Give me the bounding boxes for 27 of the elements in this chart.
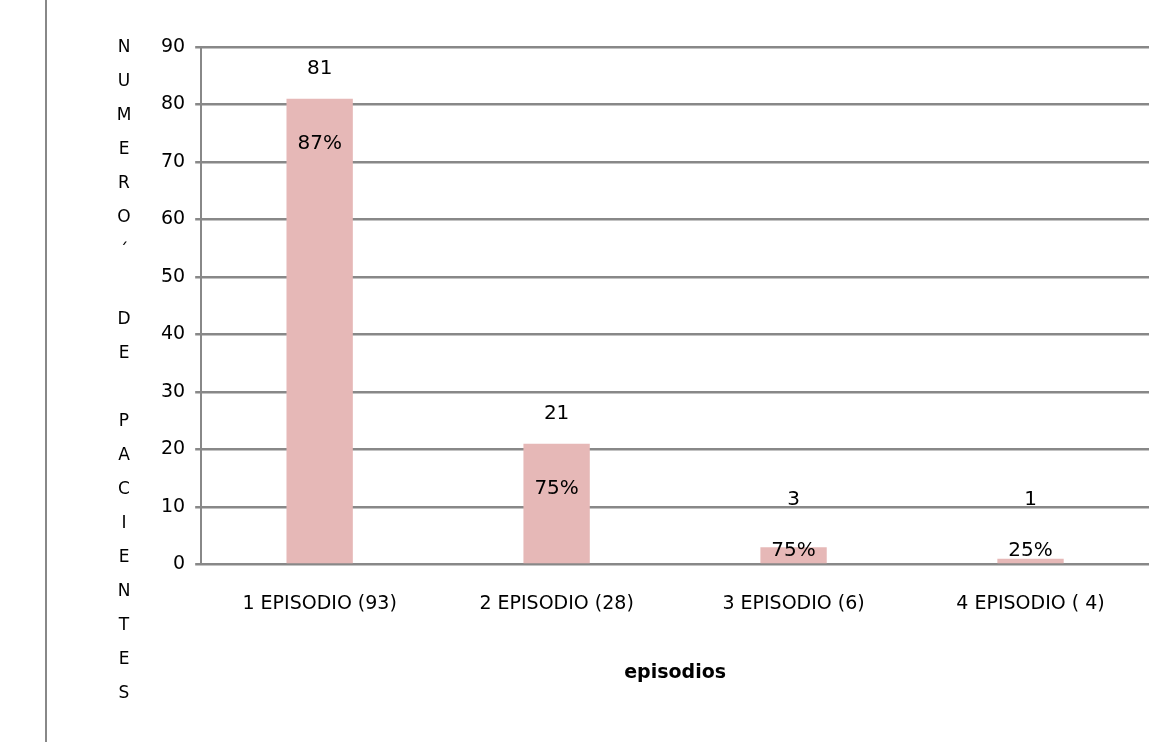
bar	[286, 98, 353, 564]
y-tick-label: 20	[160, 436, 186, 459]
data-label: 21	[543, 399, 570, 424]
y-tick-label: 50	[160, 263, 186, 286]
y-tick-label: 10	[160, 493, 186, 516]
bar	[523, 443, 590, 564]
data-label: 81	[306, 54, 333, 79]
bar	[997, 558, 1064, 564]
data-label: 3	[787, 485, 800, 510]
data-label: 1	[1024, 485, 1037, 510]
y-tick-label: 80	[160, 91, 186, 114]
x-tick-label: 4 EPISODIO ( 4)	[956, 590, 1105, 613]
annotation: 87%	[297, 129, 342, 154]
annotation: 25%	[1008, 536, 1053, 561]
y-tick-label: 30	[160, 378, 186, 401]
x-axis-title: episodios	[624, 659, 727, 682]
annotation: 75%	[534, 474, 579, 499]
x-tick-label: 1 EPISODIO (93)	[242, 590, 397, 613]
y-tick-label: 0	[173, 551, 186, 574]
y-tick-label: 90	[160, 33, 186, 56]
y-tick-label: 40	[160, 321, 186, 344]
y-axis-title: NUMERO´ DE PACIENTES	[113, 36, 135, 716]
y-tick-label: 60	[160, 206, 186, 229]
x-tick-label: 3 EPISODIO (6)	[722, 590, 865, 613]
y-tick-label: 70	[160, 148, 186, 171]
annotation: 75%	[771, 536, 816, 561]
x-tick-label: 2 EPISODIO (28)	[479, 590, 634, 613]
